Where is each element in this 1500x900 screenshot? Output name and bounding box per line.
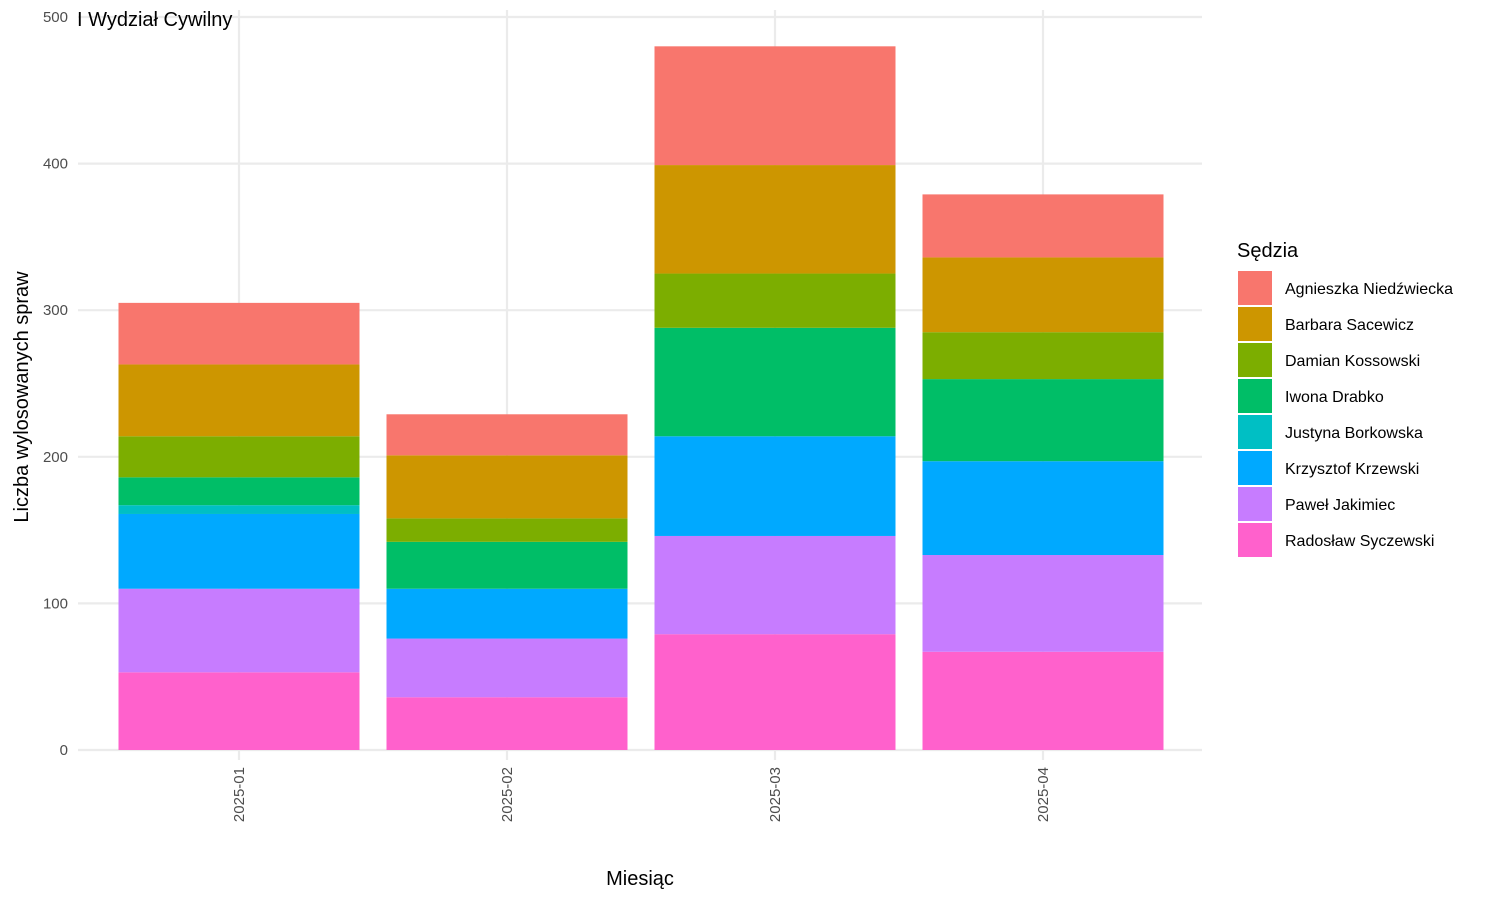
- bar-segment: [386, 541, 628, 589]
- y-axis-ticks: 0 100 200 300 400 500: [43, 9, 68, 759]
- legend-title: Sędzia: [1237, 240, 1299, 262]
- bar-segment: [922, 555, 1164, 652]
- x-tick-label: 2025-03: [767, 767, 784, 822]
- bar-segment: [654, 535, 896, 635]
- bar-segment: [922, 651, 1164, 750]
- legend-label: Barbara Sacewicz: [1285, 317, 1414, 334]
- bar-segment: [654, 436, 896, 536]
- bar-segment: [386, 588, 628, 639]
- bar-segment: [118, 672, 360, 750]
- bar-segment: [386, 697, 628, 750]
- y-tick-label: 200: [43, 449, 68, 466]
- y-tick-label: 0: [60, 742, 68, 759]
- x-axis-ticks: 2025-01 2025-02 2025-03 2025-04: [231, 767, 1052, 822]
- bar-segment: [118, 302, 360, 365]
- bar-segment: [922, 332, 1164, 380]
- legend-label: Damian Kossowski: [1285, 353, 1420, 370]
- legend-swatch: [1238, 307, 1272, 341]
- legend-label: Krzysztof Krzewski: [1285, 461, 1419, 478]
- y-tick-label: 100: [43, 595, 68, 612]
- legend-swatch: [1238, 451, 1272, 485]
- legend-swatch: [1238, 523, 1272, 557]
- x-tick-label: 2025-01: [231, 767, 248, 822]
- bar-segment: [386, 414, 628, 456]
- bar-segment: [386, 455, 628, 519]
- legend-items: Agnieszka Niedźwiecka Barbara Sacewicz Dam…: [1238, 271, 1453, 557]
- bars: [118, 46, 1164, 750]
- legend-label: Justyna Borkowska: [1285, 425, 1423, 442]
- bar-segment: [118, 505, 360, 514]
- bar-segment: [922, 379, 1164, 462]
- bar-segment: [118, 477, 360, 506]
- bar-segment: [118, 588, 360, 673]
- x-tick-label: 2025-02: [499, 767, 516, 822]
- y-tick-label: 500: [43, 9, 68, 26]
- bar-segment: [922, 194, 1164, 258]
- legend-swatch: [1238, 415, 1272, 449]
- chart-title: I Wydział Cywilny: [77, 9, 232, 31]
- x-tick-label: 2025-04: [1035, 767, 1052, 822]
- y-axis-title: Liczba wylosowanych spraw: [11, 271, 33, 523]
- bar-segment: [386, 638, 628, 698]
- bar-segment: [386, 518, 628, 542]
- bar-segment: [654, 634, 896, 750]
- legend-label: Radosław Syczewski: [1285, 533, 1434, 550]
- legend-label: Paweł Jakimiec: [1285, 497, 1395, 514]
- bar-segment: [654, 327, 896, 437]
- bar-segment: [922, 461, 1164, 556]
- bar-segment: [654, 165, 896, 274]
- bar-segment: [118, 364, 360, 437]
- bar-segment: [118, 513, 360, 589]
- legend-label: Agnieszka Niedźwiecka: [1285, 281, 1453, 298]
- y-tick-label: 400: [43, 156, 68, 173]
- legend-swatch: [1238, 271, 1272, 305]
- bar-segment: [654, 273, 896, 328]
- legend-swatch: [1238, 379, 1272, 413]
- bar-segment: [118, 436, 360, 478]
- legend-swatch: [1238, 487, 1272, 521]
- legend-swatch: [1238, 343, 1272, 377]
- bar-segment: [654, 46, 896, 166]
- y-tick-label: 300: [43, 302, 68, 319]
- x-axis-title: Miesiąc: [606, 868, 674, 890]
- legend: Sędzia Agnieszka Niedźwiecka Barbara Sace…: [1237, 240, 1453, 557]
- legend-label: Iwona Drabko: [1285, 389, 1384, 406]
- bar-segment: [922, 257, 1164, 333]
